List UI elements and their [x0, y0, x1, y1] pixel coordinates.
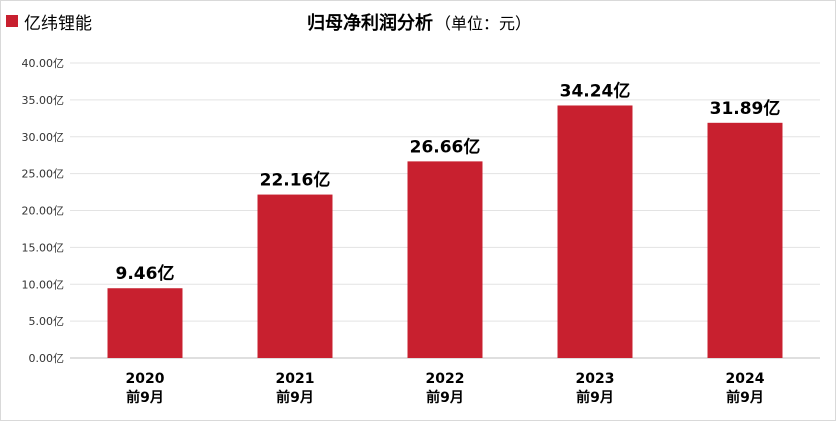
chart-title-text: 归母净利润分析	[306, 13, 433, 34]
data-label: 22.16亿	[260, 170, 331, 191]
data-label: 9.46亿	[116, 263, 175, 284]
bar	[107, 288, 183, 358]
bars	[107, 105, 783, 358]
x-tick-label-period: 前9月	[576, 389, 614, 406]
x-tick-label-year: 2023	[576, 371, 615, 387]
x-tick-label-year: 2021	[276, 371, 315, 387]
data-label: 26.66亿	[410, 136, 481, 157]
y-tick-label: 25.00亿	[22, 168, 65, 181]
y-tick-label: 30.00亿	[22, 131, 65, 144]
data-labels: 9.46亿 22.16亿 26.66亿 34.24亿 31.89亿	[116, 80, 781, 284]
legend-swatch	[6, 15, 18, 27]
chart-unit-text: （单位：元）	[434, 14, 531, 33]
bar	[557, 105, 633, 358]
x-tick-label-period: 前9月	[276, 389, 314, 406]
y-tick-label: 0.00亿	[29, 352, 65, 365]
x-tick-label-year: 2024	[726, 371, 765, 387]
y-tick-label: 35.00亿	[22, 94, 65, 107]
x-tick-label-period: 前9月	[426, 389, 464, 406]
y-tick-label: 10.00亿	[22, 278, 65, 291]
y-axis-ticks: 0.00亿 5.00亿 10.00亿 15.00亿 20.00亿 25.00亿 30.00亿…	[22, 57, 65, 365]
y-tick-label: 40.00亿	[22, 57, 65, 70]
x-axis-labels: 2020 前9月 2021 前9月 2022 前9月 2023 前9月 2024 前9月	[126, 371, 765, 406]
chart-title: 归母净利润分析 （单位：元）	[0, 9, 838, 35]
data-label: 31.89亿	[710, 98, 781, 119]
x-tick-label-year: 2022	[426, 371, 465, 387]
bar	[407, 161, 483, 358]
legend: 亿纬锂能	[6, 9, 92, 34]
y-tick-label: 5.00亿	[29, 315, 65, 328]
x-tick-label-period: 前9月	[726, 389, 764, 406]
data-label: 34.24亿	[560, 80, 631, 101]
x-tick-label-year: 2020	[126, 371, 165, 387]
y-tick-label: 20.00亿	[22, 205, 65, 218]
bar	[257, 194, 333, 358]
bar	[707, 122, 783, 358]
y-tick-label: 15.00亿	[22, 241, 65, 254]
legend-label: 亿纬锂能	[24, 13, 92, 34]
x-tick-label-period: 前9月	[126, 389, 164, 406]
